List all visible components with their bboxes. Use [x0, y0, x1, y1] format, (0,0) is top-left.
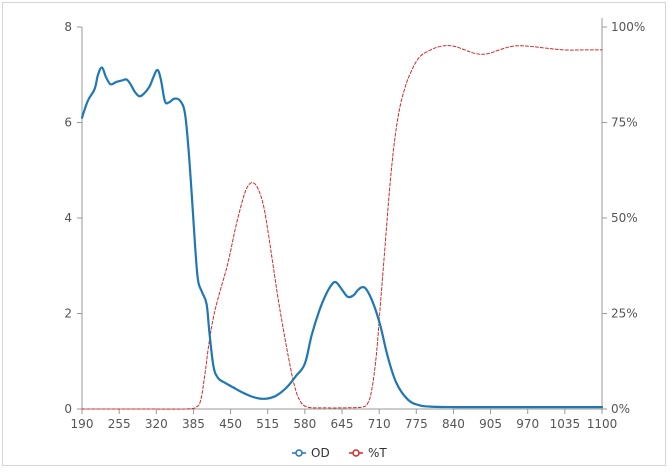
x-tick-label: 255 [108, 417, 131, 431]
x-tick-label: 710 [368, 417, 391, 431]
legend[interactable]: OD %T [292, 446, 387, 460]
legend-label: %T [368, 446, 387, 460]
y2-tick-label: 50% [611, 211, 638, 225]
x-tick-label: 1035 [550, 417, 581, 431]
y2-tick-label: 75% [611, 116, 638, 130]
chart-frame [2, 2, 666, 466]
x-tick-label: 515 [256, 417, 279, 431]
axes: 190 255 320 385 450 515 580 645 710 775 840 905 970 1… [64, 18, 645, 431]
x-tick-label: 905 [479, 417, 502, 431]
legend-swatch-marker [352, 449, 360, 457]
legend-swatch-marker [295, 449, 303, 457]
legend-label: OD [311, 446, 330, 460]
legend-item[interactable]: OD [292, 446, 330, 460]
y-tick-label: 0 [64, 402, 72, 416]
x-tick-label: 840 [442, 417, 465, 431]
y-tick-label: 6 [64, 116, 72, 130]
x-tick-label: 775 [405, 417, 428, 431]
x-tick-label: 1100 [587, 417, 618, 431]
x-tick-label: 320 [145, 417, 168, 431]
series-line-transmission [81, 45, 603, 410]
series-line-od [80, 66, 604, 409]
y2-tick-label: 0% [611, 402, 630, 416]
y2-tick-label: 100% [611, 20, 645, 34]
y2-tick-label: 25% [611, 307, 638, 321]
x-tick-label: 385 [182, 417, 205, 431]
x-tick-label: 645 [331, 417, 354, 431]
plot-area [80, 45, 604, 410]
legend-item[interactable]: %T [349, 446, 387, 460]
y-tick-label: 4 [64, 211, 72, 225]
y-tick-label: 2 [64, 307, 72, 321]
x-tick-label: 450 [219, 417, 242, 431]
y-tick-label: 8 [64, 20, 72, 34]
x-tick-label: 970 [516, 417, 539, 431]
x-tick-label: 190 [71, 417, 94, 431]
x-tick-label: 580 [293, 417, 316, 431]
